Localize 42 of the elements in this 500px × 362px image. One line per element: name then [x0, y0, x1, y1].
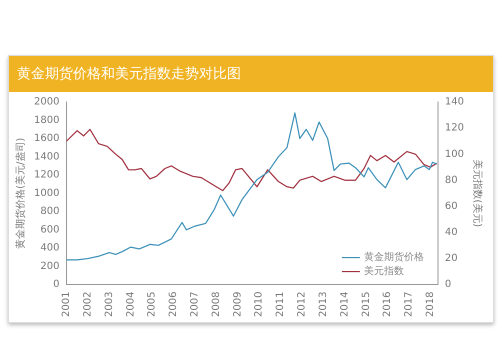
y-axis-title: 黄金期货价格(美元/盎司): [14, 138, 27, 249]
x-tick-label: 2007: [190, 292, 201, 318]
y-tick-label: 400: [40, 242, 60, 254]
x-tick-label: 2016: [382, 292, 394, 318]
y2-tick-label: 120: [444, 122, 464, 134]
x-tick-label: 2008: [210, 292, 222, 318]
y-tick-label: 1800: [34, 114, 60, 126]
x-tick-label: 2012: [296, 292, 308, 318]
y-tick-label: 1000: [34, 188, 60, 199]
y2-tick-label: 80: [444, 174, 458, 186]
y2-tick-label: 100: [444, 148, 464, 160]
x-tick-label: 2011: [275, 292, 286, 318]
y-tick-label: 1200: [34, 170, 60, 181]
x-tick-label: 2018: [425, 292, 436, 318]
y-tick-label: 200: [40, 260, 60, 272]
legend-label: 黄金期货价格: [364, 251, 424, 264]
x-tick-label: 2005: [146, 292, 158, 318]
x-tick-label: 2015: [360, 292, 372, 318]
y-tick-label: 1400: [34, 151, 60, 162]
x-tick-label: 2017: [404, 292, 415, 318]
y-tick-label: 2000: [34, 96, 60, 108]
y2-tick-label: 40: [444, 226, 458, 238]
x-tick-label: 2002: [82, 292, 94, 318]
x-tick-label: 2009: [232, 292, 244, 318]
y2-tick-label: 20: [444, 253, 458, 264]
x-tick-label: 2004: [125, 292, 136, 318]
legend-label: 美元指数: [364, 265, 404, 278]
y-tick-label: 800: [40, 206, 60, 218]
x-tick-label: 2001: [61, 292, 72, 318]
y2-tick-label: 140: [444, 96, 464, 108]
y-tick-label: 0: [53, 279, 60, 290]
x-tick-label: 2014: [339, 292, 350, 318]
x-tick-label: 2006: [168, 292, 180, 318]
x-tick-label: 2010: [254, 292, 265, 318]
y2-tick-label: 60: [444, 200, 458, 212]
y-tick-label: 1600: [34, 133, 60, 144]
y-tick-label: 600: [40, 224, 60, 236]
x-tick-label: 2003: [104, 292, 115, 318]
y2-axis-title: 美元指数(美元): [471, 159, 484, 228]
y2-tick-label: 0: [444, 279, 452, 290]
chart-title: 黄金期货价格和美元指数走势对比图: [9, 56, 493, 92]
x-tick-label: 2013: [318, 292, 329, 318]
